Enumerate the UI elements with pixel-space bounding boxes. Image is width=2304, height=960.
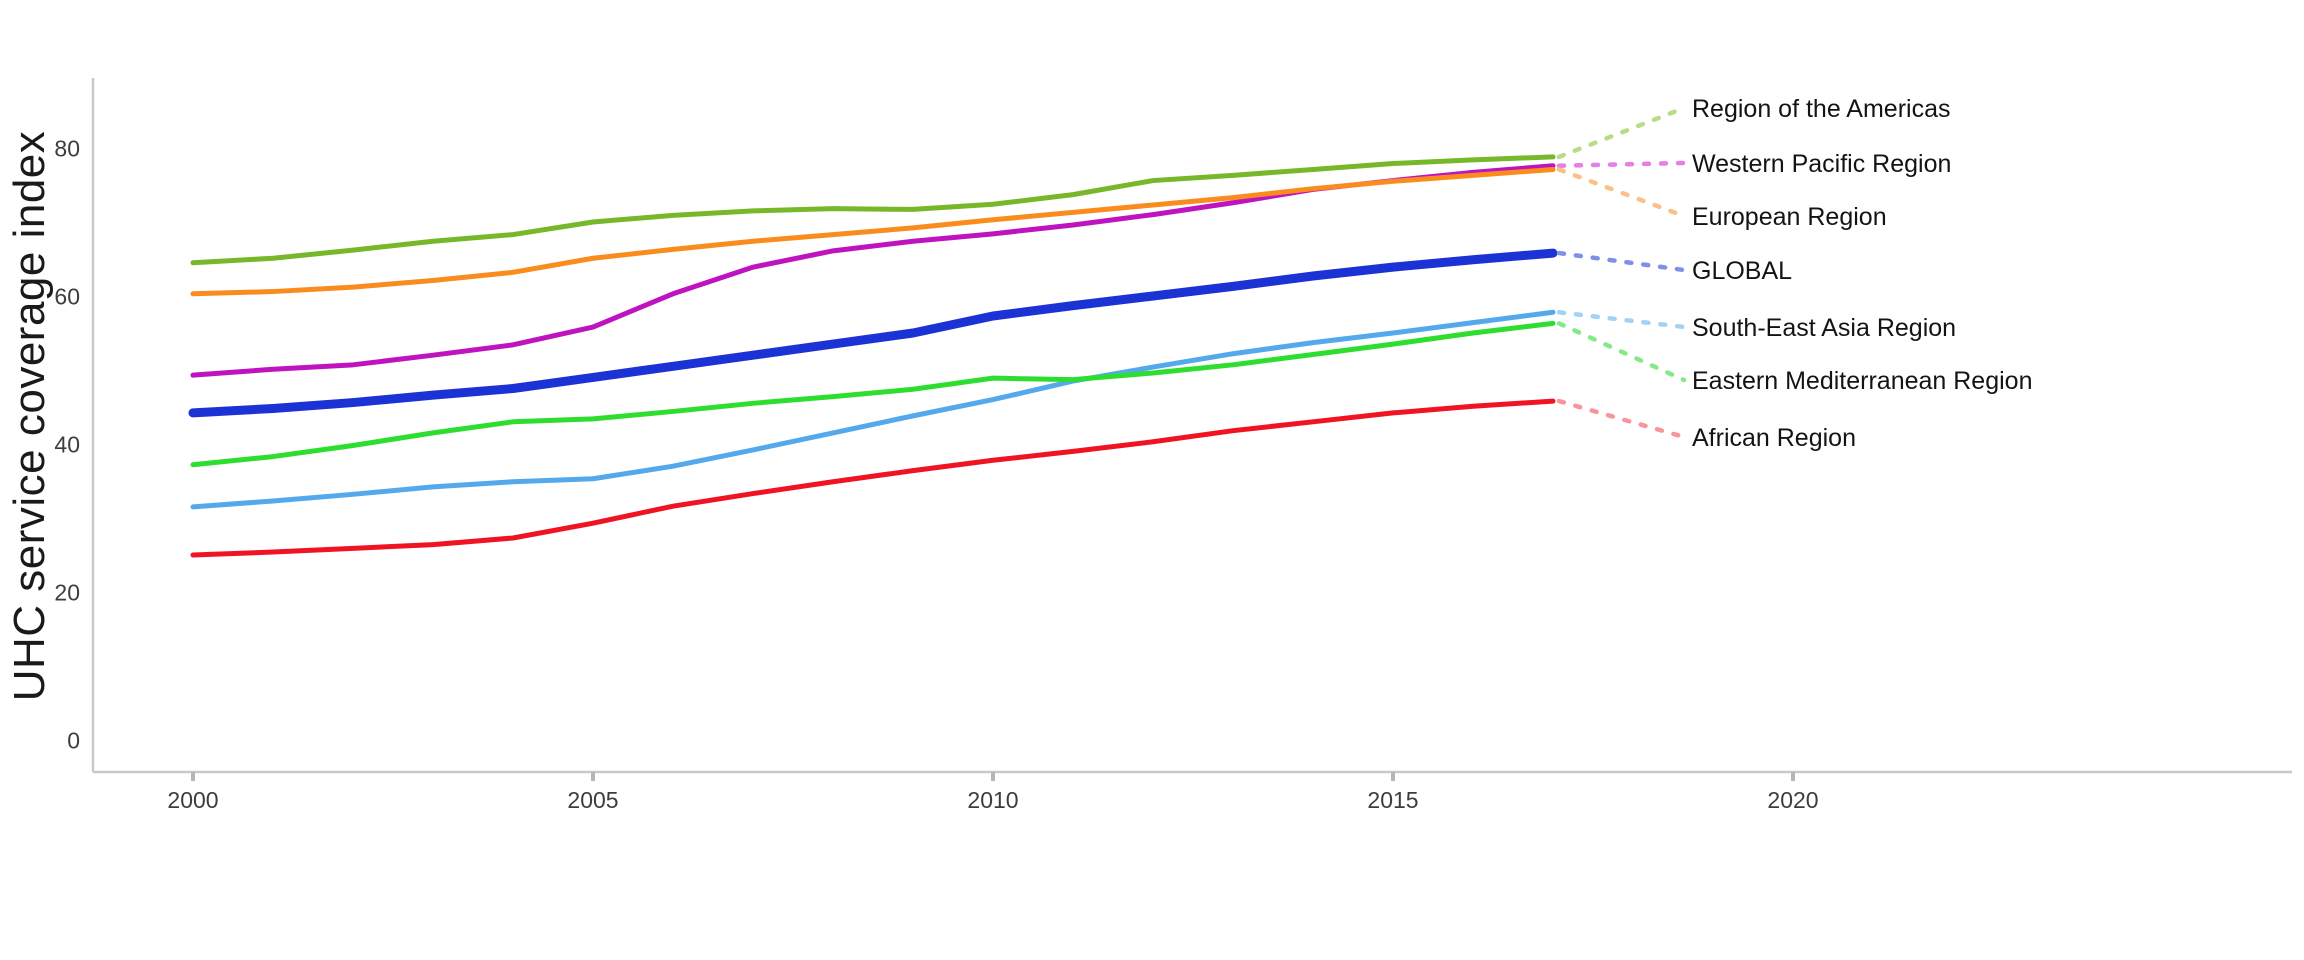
series-line-global	[188, 248, 1558, 418]
leader-line-global	[1556, 250, 1687, 273]
series-line-eastern-mediterranean-region	[190, 320, 1556, 468]
leader-line-eastern-mediterranean-region	[1556, 321, 1687, 383]
y-tick-label: 60	[54, 284, 80, 310]
series-line-african-region	[190, 398, 1556, 558]
series-line-region-of-the-americas	[190, 154, 1556, 266]
x-tick-label: 2015	[1367, 787, 1418, 813]
leader-line-western-pacific-region	[1556, 160, 1687, 169]
series-line-south-east-asia-region	[190, 309, 1556, 510]
series-line-european-region	[190, 166, 1556, 297]
leader-line-african-region	[1556, 398, 1687, 440]
leader-line-european-region	[1556, 167, 1687, 219]
legend-label-western-pacific-region: Western Pacific Region	[1692, 150, 1951, 178]
x-tick-label: 2005	[567, 787, 618, 813]
legend-label-european-region: European Region	[1692, 203, 1887, 231]
legend-label-global: GLOBAL	[1692, 257, 1792, 285]
leader-line-region-of-the-americas	[1556, 105, 1687, 160]
y-tick-label: 20	[54, 580, 80, 606]
y-tick-label: 0	[67, 728, 80, 754]
x-tick-label: 2010	[967, 787, 1018, 813]
legend-label-region-of-the-americas: Region of the Americas	[1692, 95, 1950, 123]
x-tick-label: 2020	[1767, 787, 1818, 813]
y-tick-label: 40	[54, 432, 80, 458]
y-tick-label: 80	[54, 136, 80, 162]
legend-label-eastern-mediterranean-region: Eastern Mediterranean Region	[1692, 367, 2032, 395]
legend-label-south-east-asia-region: South-East Asia Region	[1692, 314, 1956, 342]
legend-label-african-region: African Region	[1692, 424, 1856, 452]
leader-line-south-east-asia-region	[1556, 310, 1687, 330]
x-tick-label: 2000	[167, 787, 218, 813]
